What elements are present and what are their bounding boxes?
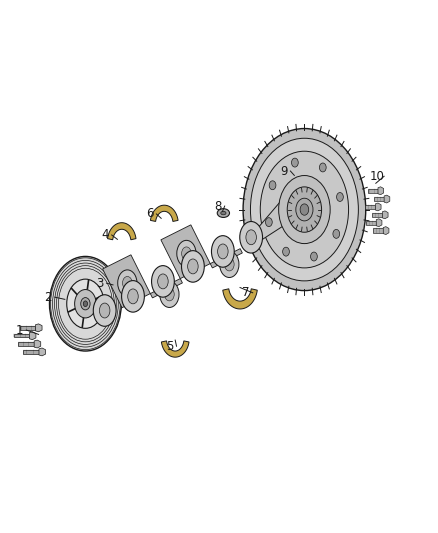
Polygon shape [150,279,182,298]
Ellipse shape [292,158,298,167]
Polygon shape [14,334,29,337]
Text: 2: 2 [44,290,52,304]
Polygon shape [376,219,382,227]
Polygon shape [375,203,381,211]
Text: 4: 4 [101,229,109,241]
Ellipse shape [221,211,226,215]
Polygon shape [150,205,178,221]
Ellipse shape [243,128,366,290]
Ellipse shape [152,265,174,297]
Ellipse shape [260,151,349,268]
Ellipse shape [279,175,330,244]
Polygon shape [34,340,41,348]
Ellipse shape [251,138,358,281]
Text: 1: 1 [16,324,24,336]
Polygon shape [23,350,39,354]
Ellipse shape [269,181,276,190]
Ellipse shape [217,209,230,217]
Ellipse shape [296,198,313,221]
Text: 8: 8 [215,199,222,213]
Polygon shape [20,326,35,329]
Ellipse shape [187,259,198,274]
Polygon shape [210,248,242,268]
Polygon shape [368,189,378,193]
Polygon shape [378,187,384,195]
Text: 10: 10 [370,170,385,183]
Ellipse shape [333,229,339,238]
Ellipse shape [311,252,317,261]
Text: 9: 9 [280,165,288,177]
Ellipse shape [218,244,228,259]
Polygon shape [383,227,389,235]
Ellipse shape [49,256,121,351]
Ellipse shape [93,295,116,326]
Ellipse shape [74,289,96,318]
Text: 5: 5 [166,340,173,353]
Polygon shape [365,205,375,209]
Polygon shape [223,289,257,309]
Ellipse shape [160,281,179,308]
Polygon shape [373,229,383,233]
Ellipse shape [123,277,132,289]
Ellipse shape [300,204,309,215]
Ellipse shape [212,236,234,267]
Polygon shape [372,213,382,217]
Polygon shape [382,211,388,219]
Ellipse shape [165,288,174,301]
Ellipse shape [81,297,90,310]
Ellipse shape [336,192,343,201]
Ellipse shape [283,247,290,256]
Text: 7: 7 [242,286,250,300]
Polygon shape [255,195,286,244]
Polygon shape [161,341,189,357]
Ellipse shape [265,217,272,227]
Ellipse shape [83,301,88,306]
Ellipse shape [319,163,326,172]
Ellipse shape [182,247,191,260]
Polygon shape [95,299,100,317]
Polygon shape [384,195,390,203]
Polygon shape [366,221,376,225]
Ellipse shape [220,251,239,278]
Ellipse shape [67,279,104,328]
Text: 6: 6 [146,207,154,221]
Ellipse shape [99,303,110,318]
Polygon shape [18,342,34,346]
Text: 3: 3 [96,277,103,289]
Ellipse shape [177,240,196,266]
Ellipse shape [246,230,256,245]
Polygon shape [161,225,210,279]
Polygon shape [39,348,46,356]
Ellipse shape [287,187,321,232]
Ellipse shape [158,274,168,289]
Polygon shape [102,255,150,308]
Ellipse shape [128,289,138,304]
Polygon shape [35,324,42,332]
Ellipse shape [122,280,145,312]
Ellipse shape [118,270,137,296]
Ellipse shape [225,258,234,271]
Polygon shape [374,197,384,201]
Polygon shape [108,223,136,240]
Ellipse shape [240,222,262,253]
Ellipse shape [181,251,204,282]
Polygon shape [29,332,36,340]
